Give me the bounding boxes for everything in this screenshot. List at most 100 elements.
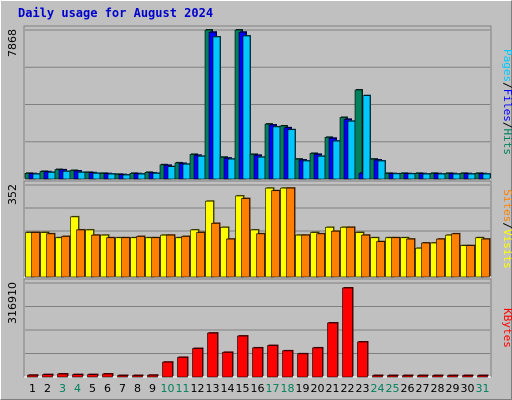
x-tick-label: 11 [176, 382, 190, 395]
bar-visits-sites [436, 238, 445, 278]
chart-title: Daily usage for August 2024 [18, 6, 214, 20]
bar-hits-pages [242, 35, 251, 180]
x-tick-label: 6 [104, 382, 111, 395]
bar-kbytes-kbytes [312, 347, 323, 378]
x-tick-label: 5 [89, 382, 96, 395]
bar-hits-pages [62, 171, 71, 180]
x-tick-label: 17 [266, 382, 280, 395]
bar-hits-pages [227, 158, 236, 180]
bar-hits-pages [77, 172, 86, 180]
bar-visits-sites [316, 233, 325, 278]
bar-hits-pages [137, 173, 146, 180]
bar-kbytes-kbytes [57, 373, 68, 378]
x-tick-label: 20 [311, 382, 325, 395]
legend-entry: / [501, 82, 512, 89]
panel-visits-ymax-label: 352 [6, 184, 19, 205]
x-tick-label: 2 [44, 382, 51, 395]
legend-entry: Files [501, 89, 512, 122]
bar-kbytes-kbytes [72, 374, 83, 378]
x-tick-label: 16 [251, 382, 265, 395]
legend-entry: / [501, 122, 512, 129]
bar-visits-sites [286, 187, 295, 278]
bar-kbytes-kbytes [207, 332, 218, 378]
bar-kbytes-kbytes [132, 375, 143, 378]
bar-kbytes-kbytes [267, 345, 278, 378]
bar-hits-pages [362, 95, 371, 180]
x-tick-label: 14 [221, 382, 235, 395]
bar-kbytes-kbytes [222, 352, 233, 378]
bar-kbytes-kbytes [447, 375, 458, 378]
x-tick-label: 3 [59, 382, 66, 395]
x-tick-label: 13 [206, 382, 220, 395]
x-tick-label: 27 [416, 382, 430, 395]
bar-visits-sites [481, 238, 490, 278]
x-tick-label: 31 [476, 382, 490, 395]
bar-hits-pages [32, 173, 41, 180]
bar-hits-pages [92, 173, 101, 180]
bar-kbytes-kbytes [237, 335, 248, 378]
bar-hits-pages [197, 155, 206, 180]
panel-visits-legend: Sites/Visits [501, 189, 512, 269]
x-tick-label: 30 [461, 382, 475, 395]
bar-kbytes-kbytes [462, 375, 473, 378]
x-tick-label: 9 [149, 382, 156, 395]
bar-kbytes-kbytes [357, 341, 368, 378]
bar-hits-pages [467, 173, 476, 180]
bar-visits-sites [391, 237, 400, 278]
bar-hits-pages [272, 126, 281, 180]
x-tick-label: 21 [326, 382, 340, 395]
bar-visits-sites [181, 236, 190, 278]
panel-hits-legend: Pages/Files/Hits [501, 49, 512, 155]
bar-hits-pages [47, 172, 56, 180]
panel-kbytes-ymax-label: 316910 [6, 282, 19, 324]
bar-visits-sites [76, 229, 85, 278]
bar-hits-pages [422, 173, 431, 180]
bar-visits-sites [151, 237, 160, 278]
bar-hits-pages [302, 160, 311, 180]
x-tick-label: 26 [401, 382, 415, 395]
legend-entry: KBytes [501, 308, 512, 348]
bar-visits-sites [226, 238, 235, 278]
x-tick-label: 10 [161, 382, 175, 395]
bar-hits-pages [317, 155, 326, 180]
bar-kbytes-kbytes [102, 373, 113, 378]
legend-entry: Hits [501, 129, 512, 156]
bar-hits-hits [354, 89, 363, 180]
bar-kbytes-kbytes [297, 353, 308, 378]
x-tick-label: 19 [296, 382, 310, 395]
bar-kbytes-kbytes [252, 347, 263, 378]
bar-kbytes-kbytes [387, 375, 398, 378]
x-tick-label: 22 [341, 382, 355, 395]
bar-visits-sites [106, 237, 115, 278]
legend-entry: Visits [501, 229, 512, 269]
bar-kbytes-kbytes [477, 375, 488, 378]
bar-kbytes-kbytes [27, 374, 38, 378]
bar-hits-pages [152, 173, 161, 180]
bar-kbytes-kbytes [372, 375, 383, 378]
legend-entry: / [501, 222, 512, 229]
bar-visits-sites [421, 242, 430, 278]
bar-hits-pages [182, 163, 191, 180]
bar-hits-pages [392, 173, 401, 180]
x-tick-label: 15 [236, 382, 250, 395]
bar-visits-sites [196, 232, 205, 278]
panel-hits-ymax-label: 7868 [6, 29, 19, 57]
bar-hits-pages [122, 174, 131, 180]
bar-hits-pages [332, 140, 341, 180]
x-tick-label: 8 [134, 382, 141, 395]
bar-kbytes-kbytes [282, 350, 293, 378]
x-tick-label: 24 [371, 382, 385, 395]
bar-hits-pages [437, 173, 446, 180]
bar-kbytes-kbytes [327, 322, 338, 378]
bar-hits-pages [287, 129, 296, 180]
bar-visits-sites [46, 233, 55, 278]
bar-kbytes-kbytes [177, 357, 188, 378]
panel-kbytes-legend: KBytes [501, 308, 512, 348]
x-tick-label: 1 [29, 382, 36, 395]
bar-hits-pages [482, 173, 491, 180]
bar-visits-sites [466, 245, 475, 278]
bar-visits-sites [31, 232, 40, 278]
bar-visits-sites [376, 241, 385, 278]
bar-visits-sites [361, 234, 370, 278]
x-tick-label: 25 [386, 382, 400, 395]
